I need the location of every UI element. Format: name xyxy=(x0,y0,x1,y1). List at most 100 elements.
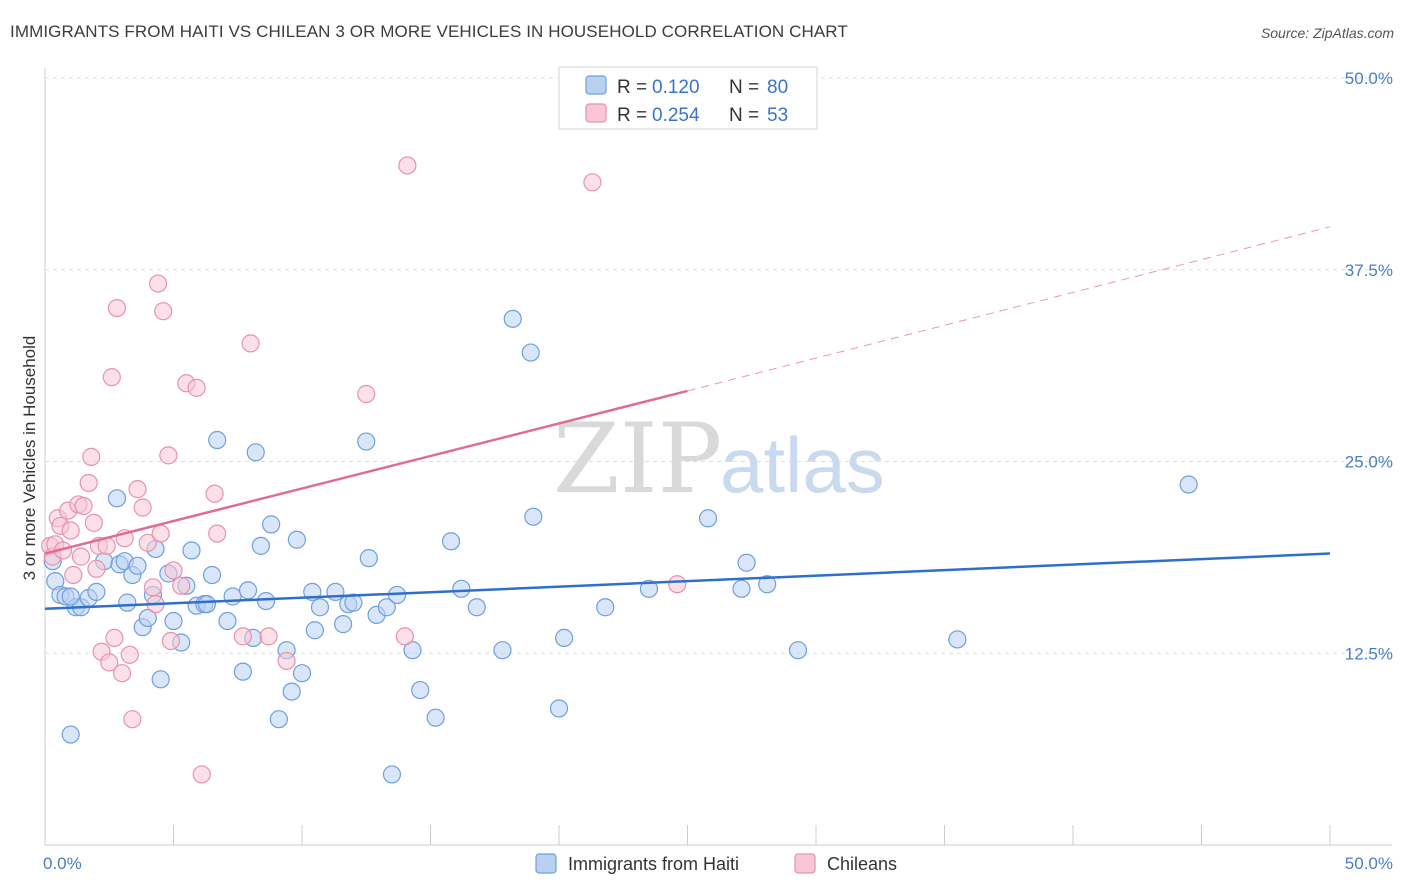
haiti-point-41 xyxy=(282,682,301,701)
chile-point-47 xyxy=(277,651,296,671)
chile-point-19 xyxy=(100,653,119,672)
haiti-point-79 xyxy=(128,556,147,575)
chile-point-44 xyxy=(233,627,252,646)
legend-n-label-2: N = xyxy=(729,105,759,126)
legend-n-value-2: 53 xyxy=(767,105,788,126)
legend-n-value-1: 80 xyxy=(767,77,788,98)
chile-point-20 xyxy=(102,368,121,387)
bottom-legend-label-haiti: Immigrants from Haiti xyxy=(568,854,739,874)
chile-point-13 xyxy=(82,447,101,466)
haiti-point-36 xyxy=(251,536,270,555)
haiti-point-73 xyxy=(737,553,756,572)
haiti-point-19 xyxy=(151,670,170,689)
haiti-point-32 xyxy=(233,662,252,681)
correlation-legend: R = 0.120 N = 80 R = 0.254 N = 53 xyxy=(558,66,818,130)
trend-lines xyxy=(44,226,1331,611)
watermark-atlas: atlas xyxy=(720,421,885,509)
source-credit: Source: ZipAtlas.com xyxy=(1260,25,1394,41)
haiti-point-42 xyxy=(287,530,306,549)
haiti-point-67 xyxy=(549,699,569,718)
watermark: ZIP atlas xyxy=(553,403,885,515)
chile-point-8 xyxy=(64,565,83,585)
haiti-point-29 xyxy=(208,430,227,450)
chile-point-37 xyxy=(164,561,183,580)
chile-point-45 xyxy=(241,334,260,353)
haiti-point-21 xyxy=(164,611,183,631)
legend-swatch-chile xyxy=(585,103,607,123)
x-tick-label-0: 0.0% xyxy=(43,854,82,873)
legend-n-label-1: N = xyxy=(729,77,759,98)
haiti-point-70 xyxy=(639,579,659,598)
chile-point-11 xyxy=(74,496,93,516)
chile-point-14 xyxy=(84,513,103,532)
y-tick-label-0: 12.5% xyxy=(1345,644,1393,663)
chile-point-12 xyxy=(79,473,98,493)
haiti-point-64 xyxy=(503,309,522,328)
chile-point-52 xyxy=(668,575,687,594)
chile-point-35 xyxy=(159,446,178,465)
chile-point-43 xyxy=(208,524,227,543)
chile-point-51 xyxy=(583,173,602,192)
chile-point-46 xyxy=(259,627,278,646)
haiti-point-54 xyxy=(377,598,396,617)
legend-r-label-1: R = xyxy=(617,77,647,98)
haiti-point-39 xyxy=(269,710,288,729)
chile-point-29 xyxy=(138,533,157,552)
haiti-point-45 xyxy=(305,621,324,640)
haiti-point-69 xyxy=(596,598,615,617)
haiti-point-57 xyxy=(403,641,422,660)
chile-point-25 xyxy=(120,645,139,664)
haiti-point-52 xyxy=(359,549,378,568)
chile-point-30 xyxy=(143,578,163,597)
legend-r-label-2: R = xyxy=(617,105,647,126)
haiti-point-48 xyxy=(334,615,353,634)
haiti-point-77 xyxy=(1179,475,1198,494)
haiti-point-27 xyxy=(197,595,217,614)
haiti-point-71 xyxy=(698,509,718,528)
chile-point-21 xyxy=(105,628,124,648)
haiti-point-33 xyxy=(238,581,258,600)
series-legend: Immigrants from Haiti Chileans xyxy=(535,853,897,874)
chile-trend-extension xyxy=(687,226,1331,392)
bottom-legend-label-chile: Chileans xyxy=(827,854,897,874)
chile-point-38 xyxy=(172,576,191,595)
haiti-point-55 xyxy=(382,765,402,784)
haiti-point-13 xyxy=(118,593,137,612)
haiti-point-37 xyxy=(256,591,276,611)
chile-point-27 xyxy=(128,480,147,499)
haiti-point-75 xyxy=(788,641,808,660)
chile-point-42 xyxy=(205,484,224,503)
bottom-legend-swatch-chile xyxy=(794,853,816,874)
haiti-point-62 xyxy=(467,598,486,617)
haiti-point-8 xyxy=(87,582,106,601)
haiti-point-35 xyxy=(246,443,265,462)
haiti-point-66 xyxy=(524,507,543,526)
chile-point-7 xyxy=(61,521,80,540)
y-tick-labels: 12.5% 25.0% 37.5% 50.0% xyxy=(1345,69,1393,663)
watermark-zip: ZIP xyxy=(553,403,722,515)
haiti-trend-line xyxy=(44,552,1331,611)
haiti-point-46 xyxy=(310,598,330,617)
legend-swatch-haiti xyxy=(585,75,607,95)
haiti-point-50 xyxy=(344,593,363,612)
haiti-point-63 xyxy=(493,641,512,660)
chile-point-36 xyxy=(161,631,181,651)
y-tick-label-1: 25.0% xyxy=(1345,453,1393,472)
chile-point-28 xyxy=(133,498,152,517)
haiti-point-4 xyxy=(61,725,80,744)
haiti-point-24 xyxy=(182,541,201,560)
haiti-point-74 xyxy=(758,575,777,594)
series-chile-points xyxy=(41,156,687,784)
haiti-point-10 xyxy=(107,489,127,508)
x-tick-label-1: 50.0% xyxy=(1345,854,1393,873)
chile-point-50 xyxy=(398,156,417,175)
haiti-point-38 xyxy=(262,515,281,534)
chile-point-23 xyxy=(112,664,132,683)
haiti-point-51 xyxy=(357,432,376,451)
haiti-point-78 xyxy=(61,587,80,606)
chile-point-33 xyxy=(151,524,170,543)
haiti-point-43 xyxy=(292,664,312,683)
haiti-point-72 xyxy=(732,579,751,598)
legend-r-value-2: 0.254 xyxy=(652,105,700,126)
